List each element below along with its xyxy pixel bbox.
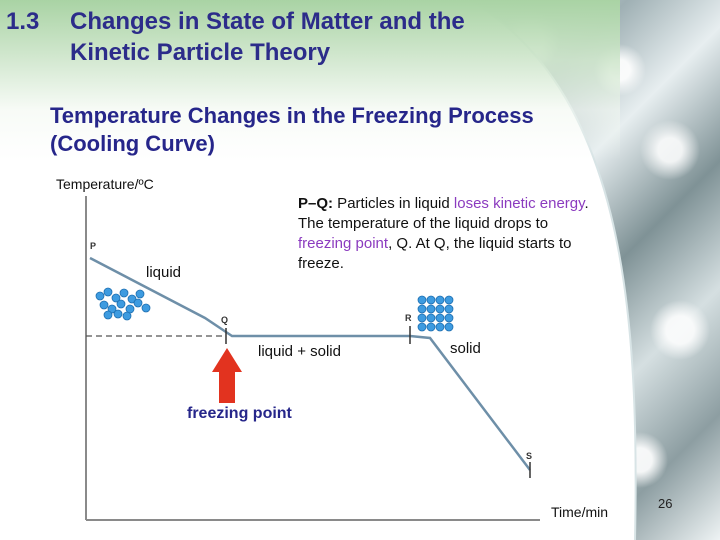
point-q-label: Q	[221, 315, 229, 325]
y-axis-label: Temperature/ºC	[56, 176, 154, 192]
liquid-label: liquid	[146, 264, 182, 281]
freezing-point-arrow	[212, 348, 242, 403]
note-text-3: , Q. At Q, the liquid starts to freeze.	[298, 235, 572, 272]
solid-particles-icon	[417, 295, 454, 332]
section-title: Changes in State of Matter and the Kinet…	[70, 8, 465, 66]
segment-label: P–Q:	[298, 195, 334, 212]
solid-label: solid	[450, 340, 481, 357]
note-text-2: . The temperature of the liquid drops to	[298, 195, 589, 232]
x-axis-label: Time/min	[551, 504, 609, 520]
title-band	[0, 0, 620, 160]
note-text-1: Particles in liquid	[333, 195, 454, 212]
liquid-solid-label: liquid + solid	[258, 343, 341, 360]
slide-number: 26	[658, 496, 673, 511]
section-number: 1.3	[6, 8, 40, 35]
cooling-curve-line	[89, 256, 531, 471]
slide-subtitle: Temperature Changes in the Freezing Proc…	[50, 103, 534, 156]
liquid-particles-icon	[95, 287, 151, 321]
point-r-label: R	[405, 313, 412, 323]
point-p-label: P	[90, 241, 97, 251]
point-s-label: S	[526, 451, 533, 461]
note-highlight-kinetic: loses kinetic energy	[453, 195, 585, 212]
pq-explanation: P–Q: Particles in liquid loses kinetic e…	[298, 194, 603, 274]
freezing-point-label: freezing point	[187, 405, 292, 422]
note-highlight-freezing: freezing point	[298, 235, 389, 252]
